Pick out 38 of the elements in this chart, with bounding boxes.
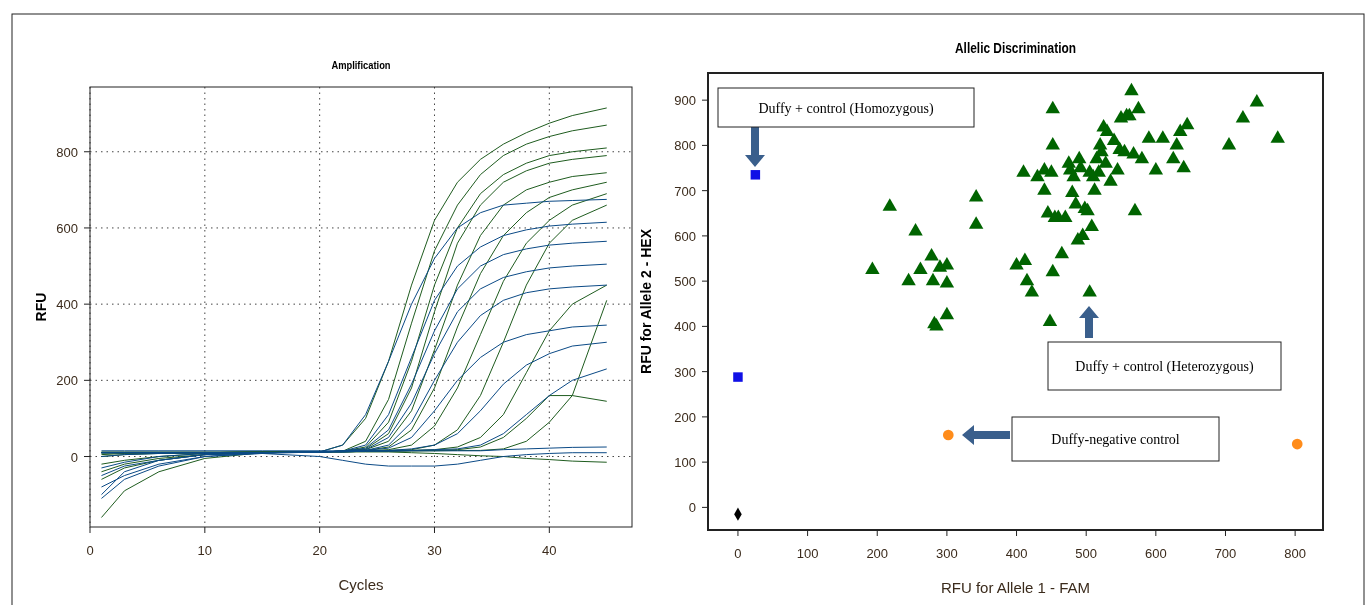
x-tick-label: 300: [936, 546, 958, 561]
y-tick-label: 800: [56, 144, 78, 160]
annotation: Duffy-negative control: [1051, 432, 1180, 447]
y-tick-label: 200: [56, 373, 78, 389]
y-tick-label: 900: [674, 93, 696, 109]
y-axis-title: RFU: [33, 292, 49, 322]
x-tick-label: 0: [86, 543, 94, 558]
x-tick-label: 400: [1005, 546, 1028, 561]
chart-title: Amplification: [331, 59, 391, 72]
annotation: Duffy + control (Heterozygous): [1075, 359, 1254, 375]
y-tick-label: 0: [70, 449, 78, 465]
y-tick-label: 100: [674, 455, 696, 471]
x-tick-label: 200: [866, 546, 889, 561]
x-tick-label: 600: [1144, 546, 1167, 561]
chart-title: Allelic Discrimination: [955, 40, 1077, 57]
x-tick-label: 0: [734, 546, 742, 561]
annotation: Duffy + control (Homozygous): [758, 100, 934, 117]
y-tick-label: 0: [688, 500, 696, 516]
y-tick-label: 600: [674, 228, 696, 244]
y-tick-label: 400: [674, 319, 696, 335]
y-tick-label: 600: [56, 220, 78, 236]
x-tick-label: 20: [312, 543, 327, 558]
x-tick-label: 800: [1284, 546, 1306, 561]
x-tick-label: 100: [796, 546, 819, 561]
y-tick-label: 800: [674, 138, 696, 154]
y-axis-title: RFU for Allele 2 - HEX: [638, 228, 654, 374]
y-tick-label: 500: [674, 274, 696, 290]
x-axis-title: RFU for Allele 1 - FAM: [940, 579, 1091, 596]
x-tick-label: 30: [427, 543, 442, 558]
x-tick-label: 500: [1075, 546, 1098, 561]
y-tick-label: 400: [56, 297, 78, 313]
y-tick-label: 300: [674, 364, 696, 380]
x-tick-label: 10: [197, 543, 213, 558]
y-tick-label: 200: [674, 409, 696, 425]
x-tick-label: 40: [542, 543, 557, 558]
y-tick-label: 700: [674, 183, 696, 199]
x-axis-title: Cycles: [338, 576, 384, 593]
x-tick-label: 700: [1214, 546, 1237, 561]
